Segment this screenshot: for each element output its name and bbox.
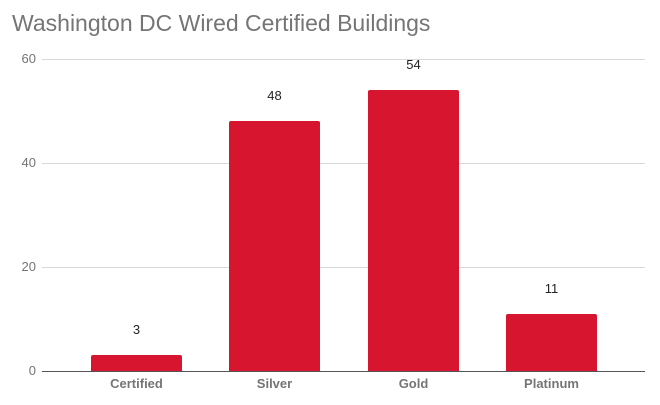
x-tick-label: Gold — [398, 376, 429, 391]
bar-silver — [229, 121, 320, 371]
gridline — [42, 163, 645, 164]
bar-platinum — [506, 313, 597, 371]
y-tick-label: 40 — [21, 155, 36, 170]
x-axis-line — [42, 371, 645, 372]
x-tick-label: Platinum — [524, 376, 579, 391]
chart-title: Washington DC Wired Certified Buildings — [12, 10, 431, 36]
y-tick-label: 0 — [28, 363, 36, 378]
gridline — [42, 59, 645, 60]
y-tick-label: 60 — [21, 51, 36, 66]
data-label: 54 — [406, 57, 421, 73]
x-tick-label: Silver — [256, 376, 293, 391]
x-tick-label: Certified — [110, 376, 163, 391]
bar-certified — [91, 355, 182, 371]
data-label: 48 — [267, 88, 282, 104]
bar-gold — [368, 90, 459, 371]
data-label: 3 — [132, 322, 141, 338]
gridline — [42, 267, 645, 268]
y-tick-label: 20 — [21, 259, 36, 274]
data-label: 11 — [544, 280, 559, 296]
